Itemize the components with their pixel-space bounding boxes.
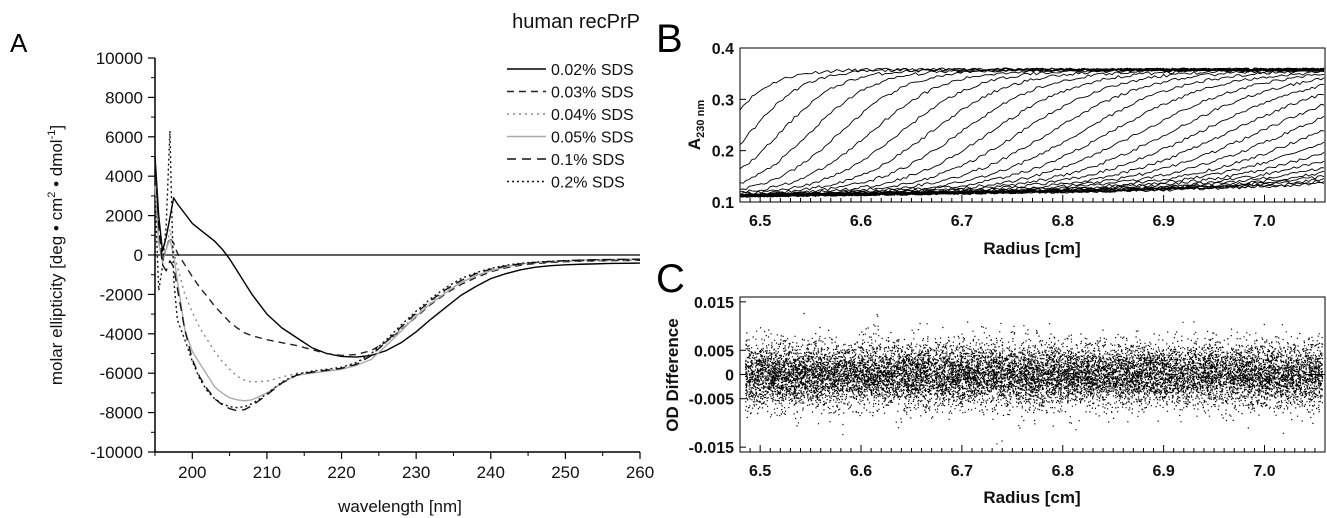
x-tick-label: 6.7 <box>951 463 973 480</box>
scan-line <box>739 167 1325 198</box>
x-tick-label: 6.8 <box>1052 463 1074 480</box>
x-tick-label: 220 <box>327 463 355 482</box>
y-tick-label: 0.015 <box>694 295 734 312</box>
y-tick-label: 0.2 <box>712 144 734 161</box>
panel-a-ylabel-superscript: 2 <box>46 192 58 198</box>
legend-entry: 0.1% SDS <box>551 152 625 169</box>
panel-a-legend: human recPrP 0.02% SDS 0.03% SDS 0.04% SDS… <box>507 11 640 192</box>
y-tick-label: 0 <box>134 246 143 265</box>
panel-a-ylabel-part: ] <box>47 125 66 130</box>
x-tick-label: 230 <box>402 463 430 482</box>
y-tick-label: -2000 <box>100 285 143 304</box>
x-tick-label: 6.9 <box>1152 213 1174 230</box>
panel-c-x-axis-label: Radius [cm] <box>983 488 1080 507</box>
x-tick-label: 6.8 <box>1052 213 1074 230</box>
x-tick-label: 260 <box>626 463 654 482</box>
panel-letter-b: B <box>656 17 683 61</box>
y-tick-label: 0 <box>725 368 734 385</box>
panel-c-chart: -0.015 -0.005 0 0.005 0.015 6.5 6.6 6.7 6.8 6.9 7.… <box>663 295 1326 507</box>
panel-a-ylabel-superscript: -1 <box>46 130 58 140</box>
series-line <box>154 130 641 409</box>
scan-line <box>739 180 1325 198</box>
legend-entry: 0.03% SDS <box>551 85 634 102</box>
panel-a-x-axis-label: wavelength [nm] <box>337 497 462 516</box>
scan-line <box>739 68 1325 198</box>
x-tick-label: 6.9 <box>1152 463 1174 480</box>
y-tick-label: -0.015 <box>689 440 734 457</box>
y-tick-label: -4000 <box>100 325 143 344</box>
scan-line <box>739 67 1325 111</box>
y-tick-label: 0.4 <box>712 41 734 58</box>
scan-line <box>739 67 1325 197</box>
legend-title: human recPrP <box>512 11 640 33</box>
panel-letter-c: C <box>656 257 685 301</box>
panel-b-y-axis-label: A230 nm <box>685 100 707 150</box>
scan-line <box>739 67 1325 170</box>
y-tick-label: 0.005 <box>694 343 734 360</box>
residual-points <box>745 312 1324 445</box>
scan-line <box>739 181 1325 198</box>
y-tick-label: -0.005 <box>689 392 734 409</box>
scan-line <box>739 69 1325 198</box>
panel-a-ylabel-part: molar ellipticity [deg • cm <box>47 198 66 385</box>
legend-entry: 0.02% SDS <box>551 62 634 79</box>
panel-b-ylabel-main: A <box>685 138 704 150</box>
y-tick-label: 6000 <box>105 128 143 147</box>
panel-b-ylabel-subscript: 230 nm <box>695 100 707 138</box>
legend-entry: 0.04% SDS <box>551 107 634 124</box>
y-tick-label: 8000 <box>105 88 143 107</box>
y-tick-label: -8000 <box>100 404 143 423</box>
x-tick-label: 210 <box>253 463 281 482</box>
x-tick-label: 200 <box>178 463 206 482</box>
scan-line <box>739 67 1325 184</box>
panel-b-x-axis-label: Radius [cm] <box>983 239 1080 258</box>
y-tick-label: 4000 <box>105 167 143 186</box>
series-line <box>154 176 641 357</box>
y-tick-label: 2000 <box>105 207 143 226</box>
series-line <box>154 160 641 412</box>
panel-letter-a: A <box>10 28 28 58</box>
panel-a-y-axis-label: molar ellipticity [deg • cm2 • dmol-1] <box>46 125 66 385</box>
x-tick-label: 7.0 <box>1253 463 1275 480</box>
y-tick-label: -6000 <box>100 364 143 383</box>
x-tick-label: 6.6 <box>850 463 872 480</box>
x-tick-label: 6.5 <box>749 213 771 230</box>
y-tick-label: 0.1 <box>712 195 734 212</box>
x-tick-label: 6.7 <box>951 213 973 230</box>
scan-line <box>739 67 1325 196</box>
x-tick-label: 6.5 <box>749 463 771 480</box>
panel-a-ylabel-part: • dmol <box>47 139 66 191</box>
series-line <box>154 195 641 383</box>
scan-line <box>739 70 1325 198</box>
panel-a-chart: -10000 -8000 -6000 -4000 -2000 0 2000 4000 6000 8… <box>46 11 654 516</box>
panel-b-chart: 0.1 0.2 0.3 0.4 6.5 6.6 6.7 6.8 6.9 7.0 Radius [c… <box>685 41 1326 258</box>
scan-line <box>739 68 1325 198</box>
y-tick-label: 10000 <box>96 49 143 68</box>
panel-c-y-axis-label: OD Difference <box>663 318 682 431</box>
y-tick-label: 0.3 <box>712 92 734 109</box>
series-line <box>154 186 641 402</box>
legend-entry: 0.2% SDS <box>551 175 625 192</box>
scan-line <box>740 77 1325 198</box>
y-tick-label: -10000 <box>90 443 143 462</box>
x-tick-label: 7.0 <box>1253 213 1275 230</box>
x-tick-label: 240 <box>477 463 505 482</box>
x-tick-label: 250 <box>551 463 579 482</box>
x-tick-label: 6.6 <box>850 213 872 230</box>
legend-entry: 0.05% SDS <box>551 130 634 147</box>
